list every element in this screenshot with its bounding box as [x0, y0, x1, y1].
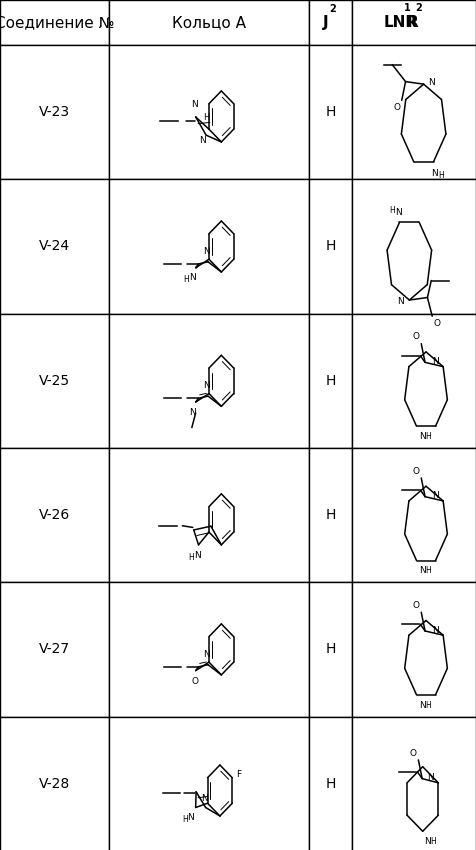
Text: O: O — [412, 332, 419, 342]
Bar — [352, 45, 476, 179]
Text: O: O — [412, 601, 419, 610]
Text: H: H — [326, 240, 336, 253]
Text: H: H — [326, 105, 336, 119]
Text: H: H — [389, 206, 395, 215]
Bar — [109, 179, 309, 314]
Text: N: N — [189, 408, 196, 416]
Text: N: N — [432, 357, 438, 366]
Bar — [352, 582, 476, 717]
Text: H: H — [203, 112, 209, 122]
Text: N: N — [432, 491, 438, 501]
Text: LNR: LNR — [383, 15, 417, 30]
Text: N: N — [431, 169, 438, 178]
Text: N: N — [203, 382, 210, 390]
Text: N: N — [203, 247, 210, 256]
Bar — [109, 717, 309, 850]
Bar — [109, 582, 309, 717]
Bar — [109, 0, 309, 45]
Text: H: H — [182, 815, 188, 824]
Text: O: O — [409, 749, 416, 757]
Text: N: N — [395, 207, 401, 217]
Bar — [109, 448, 309, 582]
Text: N: N — [419, 566, 426, 575]
Text: H: H — [326, 777, 336, 790]
Text: H: H — [430, 837, 436, 846]
Text: N: N — [397, 298, 404, 306]
Text: H: H — [438, 171, 444, 180]
Bar — [309, 582, 352, 717]
Bar — [352, 717, 476, 850]
Bar — [309, 717, 352, 850]
Bar — [309, 314, 352, 448]
Bar — [0, 45, 109, 179]
Text: R: R — [407, 15, 418, 30]
Bar — [309, 0, 352, 45]
Text: V-28: V-28 — [39, 777, 70, 790]
Text: N: N — [427, 774, 434, 782]
Text: H: H — [326, 374, 336, 388]
Text: H: H — [425, 432, 431, 441]
Text: V-26: V-26 — [39, 508, 70, 522]
Text: N: N — [425, 837, 431, 846]
Bar — [0, 0, 109, 45]
Text: N: N — [428, 78, 435, 87]
Text: H: H — [188, 553, 194, 562]
Bar — [109, 45, 309, 179]
Bar — [309, 45, 352, 179]
Bar — [0, 179, 109, 314]
Text: H: H — [183, 275, 189, 284]
Bar — [309, 448, 352, 582]
Text: H: H — [326, 508, 336, 522]
Text: O: O — [434, 319, 440, 327]
Text: 2: 2 — [416, 3, 422, 14]
Bar — [0, 582, 109, 717]
Bar — [0, 448, 109, 582]
Text: V-25: V-25 — [39, 374, 70, 388]
Text: V-27: V-27 — [39, 643, 70, 656]
Text: N: N — [188, 813, 194, 822]
Text: V-24: V-24 — [39, 240, 70, 253]
Text: O: O — [412, 467, 419, 476]
Text: 2: 2 — [329, 4, 336, 14]
Bar — [352, 179, 476, 314]
Bar — [0, 314, 109, 448]
Text: N: N — [189, 274, 196, 282]
Bar — [352, 0, 476, 45]
Bar — [352, 314, 476, 448]
Text: N: N — [419, 700, 426, 710]
Bar — [352, 448, 476, 582]
Text: F: F — [236, 770, 241, 779]
Text: O: O — [394, 103, 400, 111]
Text: N: N — [203, 650, 210, 659]
Bar — [309, 179, 352, 314]
Text: Соединение №: Соединение № — [0, 15, 115, 30]
Text: V-23: V-23 — [39, 105, 70, 119]
Text: N: N — [201, 794, 208, 802]
Text: N: N — [419, 432, 426, 441]
Text: H: H — [425, 700, 431, 710]
Text: N: N — [199, 136, 206, 144]
Text: N: N — [432, 626, 438, 635]
Text: H: H — [326, 643, 336, 656]
Text: N: N — [191, 100, 198, 110]
Bar — [109, 314, 309, 448]
Text: Кольцо A: Кольцо A — [172, 15, 247, 30]
Text: J: J — [323, 15, 328, 30]
Text: N: N — [194, 552, 200, 560]
Text: 1: 1 — [404, 3, 410, 14]
Text: O: O — [192, 677, 198, 686]
Text: H: H — [425, 566, 431, 575]
Bar — [0, 717, 109, 850]
